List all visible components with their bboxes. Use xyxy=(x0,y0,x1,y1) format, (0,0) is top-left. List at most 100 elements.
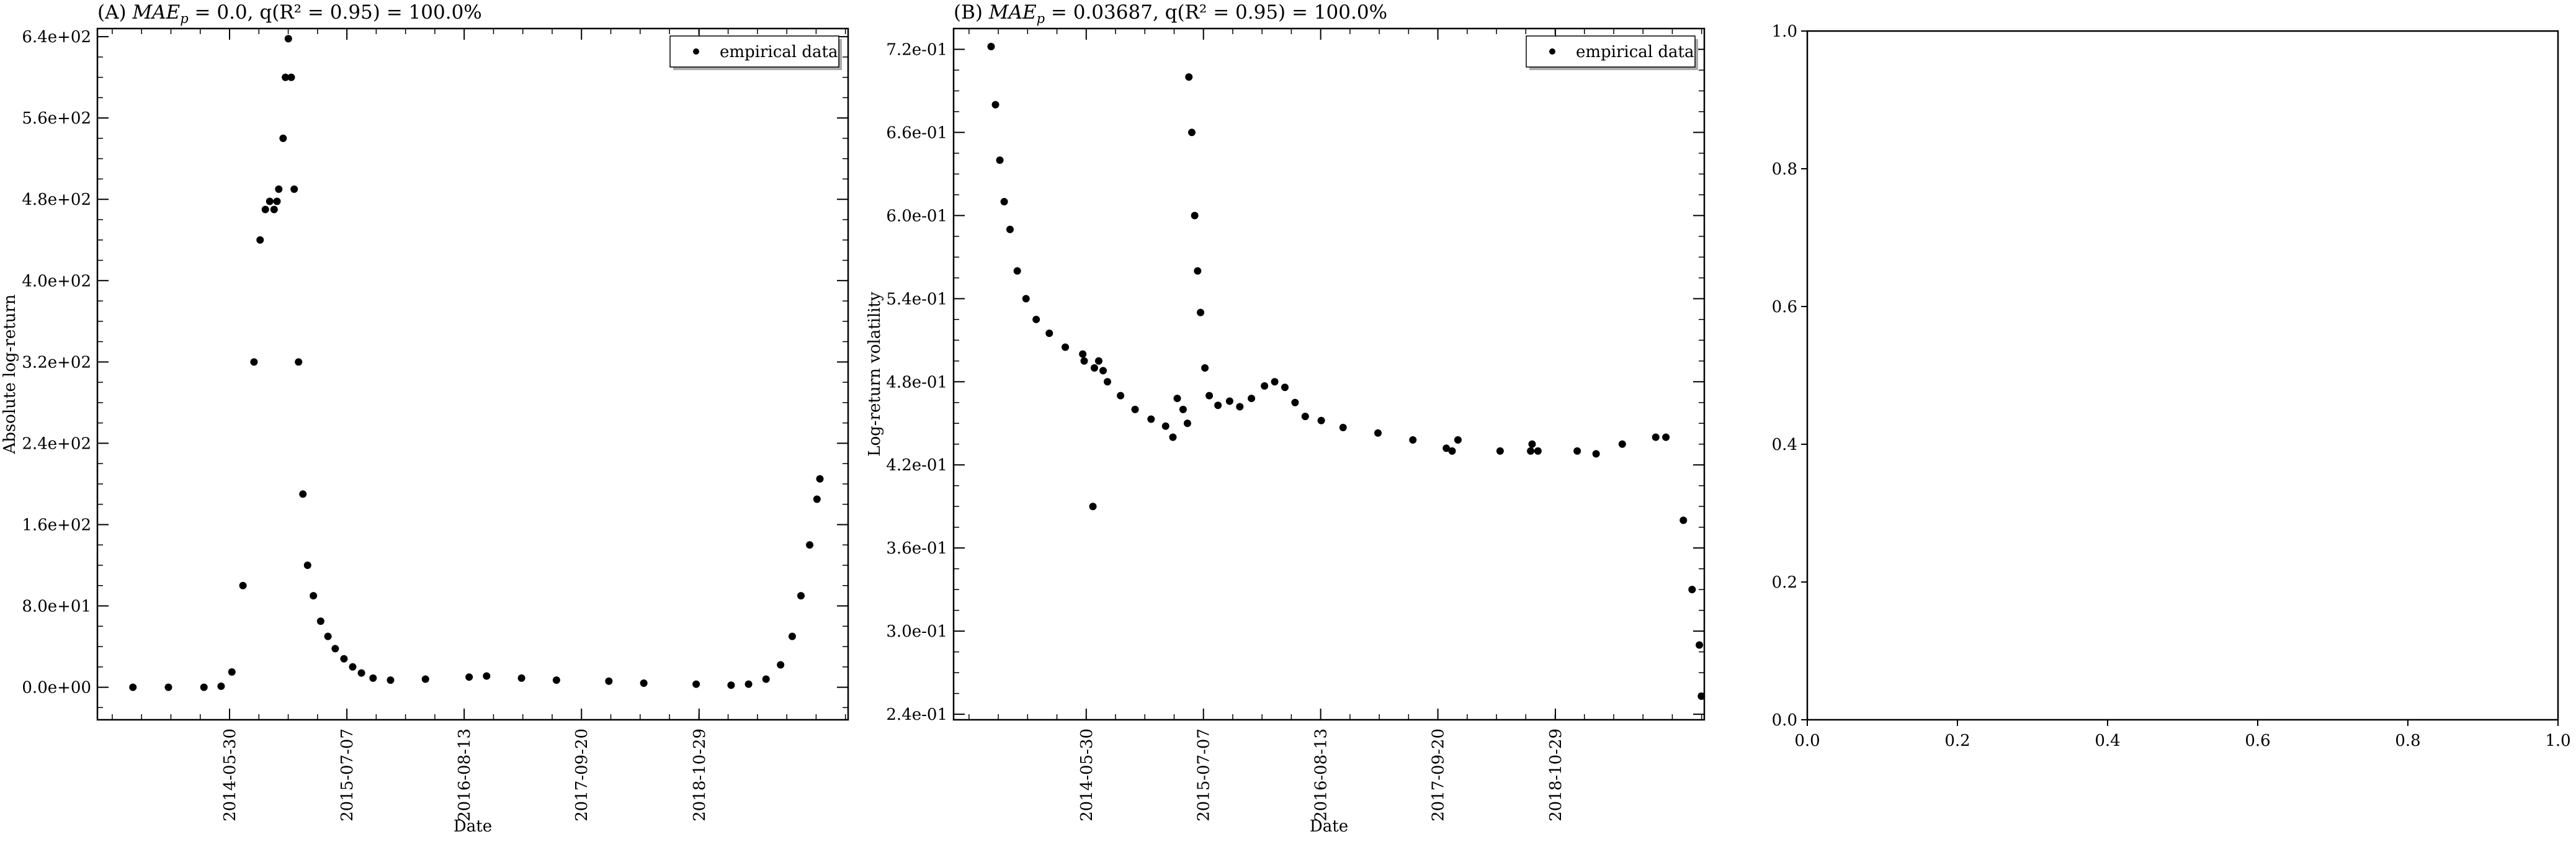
data-point xyxy=(1339,423,1347,431)
y-tick-label: 6.0e-01 xyxy=(886,207,947,225)
y-tick-label: 5.4e-01 xyxy=(886,290,947,308)
y-tick-label: 2.4e-01 xyxy=(886,705,947,724)
data-point xyxy=(303,561,311,569)
x-tick-label: 2017-09-20 xyxy=(1429,728,1448,822)
data-point xyxy=(1697,692,1706,701)
data-point xyxy=(421,675,429,683)
data-point xyxy=(1197,308,1205,316)
x-tick-label: 2016-08-13 xyxy=(455,728,474,822)
data-point xyxy=(1089,503,1097,511)
data-point xyxy=(357,669,365,677)
data-point xyxy=(340,655,348,663)
y-tick-label: 0.8 xyxy=(1772,160,1797,179)
x-tick-label: 2014-05-30 xyxy=(1078,728,1096,822)
panel-c-plot-frame xyxy=(1806,30,2559,721)
y-tick-label: 0.6 xyxy=(1772,298,1797,316)
x-tick-label: 0.2 xyxy=(1944,732,1970,750)
y-tick-label: 6.4e+02 xyxy=(22,28,91,47)
panel-a-x-ticks: 2014-05-30 2015-07-07 2016-08-13 2017-09-20… xyxy=(112,29,846,822)
y-tick-label: 7.2e-01 xyxy=(886,40,947,59)
y-tick-label: 0.0 xyxy=(1772,711,1797,730)
x-tick-label: 1.0 xyxy=(2545,732,2570,750)
data-point xyxy=(279,134,287,142)
data-point xyxy=(1185,73,1193,81)
data-point xyxy=(1183,419,1191,428)
data-point xyxy=(1080,357,1088,365)
data-point xyxy=(1179,405,1187,413)
data-point xyxy=(605,677,613,685)
data-point xyxy=(1448,447,1456,455)
data-point xyxy=(1528,440,1536,448)
data-point xyxy=(816,475,824,483)
data-point xyxy=(217,682,225,690)
data-point xyxy=(1117,392,1125,400)
data-point xyxy=(316,617,324,625)
panel-a-x-axis-label: Date xyxy=(454,817,492,836)
panel-a: (A) MAEp = 0.0, q(R² = 0.95) = 100.0% 0.… xyxy=(1,1,849,836)
x-tick-label: 2015-07-07 xyxy=(1195,728,1214,822)
data-point xyxy=(1104,378,1112,386)
data-point xyxy=(1534,447,1542,455)
data-point xyxy=(387,676,395,684)
y-tick-label: 2.4e+02 xyxy=(22,434,91,453)
y-tick-label: 6.6e-01 xyxy=(886,123,947,142)
data-point xyxy=(1194,267,1202,275)
panel-b-title: (B) MAEp = 0.03687, q(R² = 0.95) = 100.0… xyxy=(954,1,1387,26)
panel-a-title: (A) MAEp = 0.0, q(R² = 0.95) = 100.0% xyxy=(97,1,482,26)
data-point xyxy=(1281,383,1289,392)
data-point xyxy=(1045,329,1053,338)
panel-c: 0.0 0.2 0.4 0.6 0.8 1.0 0.0 0.2 0.4 0.6 0.8 1.0 xyxy=(1772,22,2571,750)
data-point xyxy=(273,197,281,205)
data-point xyxy=(1205,392,1214,400)
data-point xyxy=(1409,436,1417,444)
y-tick-label: 4.8e-01 xyxy=(886,373,947,392)
data-point xyxy=(324,632,332,640)
data-point xyxy=(1573,447,1581,455)
panel-b-x-axis-label: Date xyxy=(1310,817,1348,836)
data-point xyxy=(996,156,1004,164)
data-point xyxy=(483,672,491,680)
data-point xyxy=(813,495,821,503)
data-point xyxy=(1225,397,1233,405)
data-point xyxy=(299,490,307,498)
data-point xyxy=(1688,586,1696,594)
data-point xyxy=(640,679,648,687)
data-point xyxy=(1214,401,1222,410)
data-point xyxy=(788,632,796,640)
data-point xyxy=(777,661,785,669)
data-point xyxy=(261,205,269,213)
panel-b-x-ticks: 2014-05-30 2015-07-07 2016-08-13 2017-09-20… xyxy=(968,29,1702,822)
data-point xyxy=(1147,415,1155,423)
x-tick-label: 2015-07-07 xyxy=(338,728,357,822)
data-point xyxy=(1236,403,1244,411)
panel-a-legend-marker xyxy=(693,48,699,55)
data-point xyxy=(1496,447,1504,455)
panel-b-y-axis-label: Log-return volatility xyxy=(865,292,884,457)
panel-c-x-ticks: 0.0 0.2 0.4 0.6 0.8 1.0 xyxy=(1794,720,2571,750)
y-tick-label: 5.6e+02 xyxy=(22,109,91,128)
panel-b-legend-marker xyxy=(1549,48,1555,55)
y-tick-label: 4.8e+02 xyxy=(22,190,91,209)
data-point xyxy=(310,592,318,600)
data-point xyxy=(1099,367,1107,375)
y-tick-label: 3.2e+02 xyxy=(22,353,91,372)
x-tick-label: 2018-10-29 xyxy=(1547,728,1565,822)
data-point xyxy=(517,674,525,682)
data-point xyxy=(1201,364,1209,372)
data-point xyxy=(1662,433,1670,441)
data-point xyxy=(1454,436,1462,444)
data-point xyxy=(228,668,236,676)
data-point xyxy=(256,236,264,244)
x-tick-label: 2018-10-29 xyxy=(691,728,709,822)
panel-b-points xyxy=(987,43,1706,701)
y-tick-label: 4.0e+02 xyxy=(22,272,91,290)
data-point xyxy=(797,592,805,600)
data-point xyxy=(1013,267,1021,275)
data-point xyxy=(250,358,258,366)
data-point xyxy=(1248,395,1256,403)
data-point xyxy=(552,676,560,684)
y-tick-label: 3.6e-01 xyxy=(886,539,947,558)
y-tick-label: 1.0 xyxy=(1772,22,1797,41)
data-point xyxy=(369,674,377,682)
